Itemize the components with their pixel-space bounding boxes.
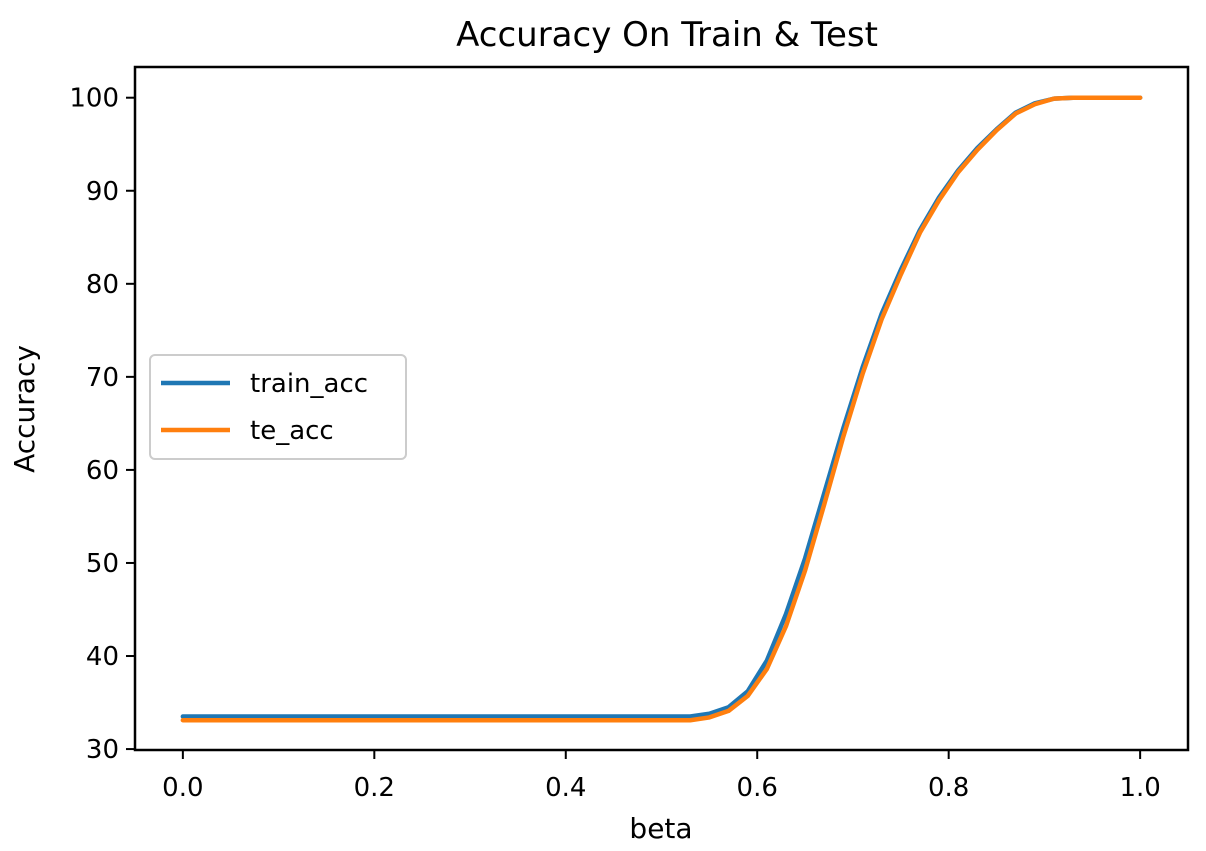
x-tick-label: 0.0 bbox=[162, 773, 203, 803]
legend-label-te-acc: te_acc bbox=[250, 416, 334, 446]
y-tick-label: 100 bbox=[69, 84, 119, 114]
legend-label-train-acc: train_acc bbox=[250, 369, 368, 399]
series-line-te-acc bbox=[180, 95, 1143, 723]
y-tick-label: 60 bbox=[86, 456, 119, 486]
x-tick-label: 1.0 bbox=[1119, 773, 1160, 803]
x-axis: 0.0 0.2 0.4 0.6 0.8 1.0 bbox=[162, 750, 1161, 803]
x-tick-label: 0.8 bbox=[928, 773, 969, 803]
legend: train_acc te_acc bbox=[149, 354, 407, 460]
x-tick-label: 0.4 bbox=[545, 773, 586, 803]
plot-area bbox=[133, 65, 1190, 752]
y-tick-label: 30 bbox=[86, 735, 119, 765]
x-tick-label: 0.6 bbox=[737, 773, 778, 803]
plot-frame bbox=[133, 65, 1190, 752]
x-axis-label: beta bbox=[629, 812, 692, 845]
y-tick-label: 80 bbox=[86, 270, 119, 300]
series-group bbox=[180, 95, 1143, 723]
y-axis: 30 40 50 60 70 80 90 100 bbox=[69, 84, 135, 765]
y-axis-label: Accuracy bbox=[8, 345, 41, 473]
y-tick-label: 40 bbox=[86, 642, 119, 672]
y-tick-label: 70 bbox=[86, 363, 119, 393]
x-tick-label: 0.2 bbox=[354, 773, 395, 803]
y-tick-label: 90 bbox=[86, 177, 119, 207]
y-tick-label: 50 bbox=[86, 549, 119, 579]
chart-title: Accuracy On Train & Test bbox=[456, 15, 878, 55]
